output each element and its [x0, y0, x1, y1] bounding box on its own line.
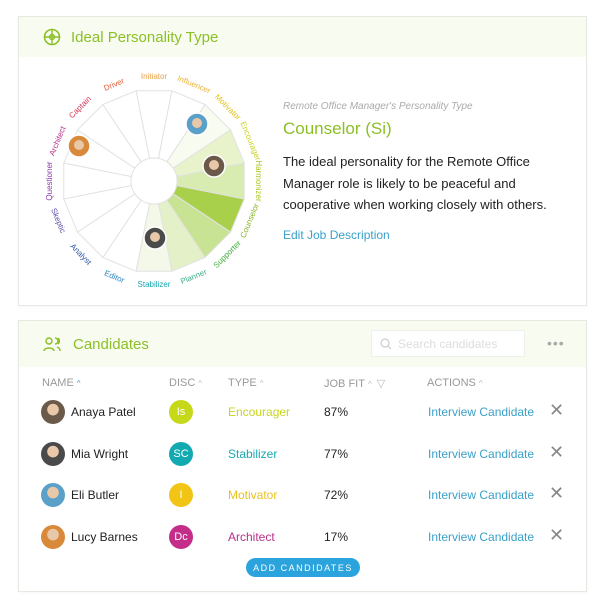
- candidate-name: Eli Butler: [71, 488, 120, 502]
- wheel-label: Questioner: [45, 161, 54, 200]
- search-icon: [380, 337, 392, 349]
- interview-candidate-link[interactable]: Interview Candidate: [428, 446, 535, 461]
- avatar: [41, 400, 65, 424]
- search-placeholder: Search candidates: [398, 336, 498, 351]
- personality-subtitle: Remote Office Manager's Personality Type: [283, 101, 473, 112]
- candidate-type: Motivator: [228, 488, 278, 502]
- candidates-card: Candidates Search candidates ••• NAME ^ D…: [18, 320, 587, 592]
- wheel-label: Driver: [102, 76, 125, 93]
- add-candidates-button[interactable]: ADD CANDIDATES: [246, 558, 360, 577]
- card-title: Candidates: [73, 335, 149, 353]
- wheel-label: Encourager: [238, 120, 262, 162]
- remove-candidate-icon[interactable]: ✕: [549, 483, 565, 503]
- avatar-face: [192, 118, 202, 128]
- wheel-label: Architect: [47, 124, 68, 157]
- column-header-type[interactable]: TYPE ^: [228, 377, 264, 389]
- wheel-center: [130, 157, 178, 205]
- avatar: [41, 441, 65, 466]
- wheel-label: Captain: [67, 94, 93, 120]
- avatar-face: [74, 140, 84, 150]
- candidate-type: Stabilizer: [228, 446, 278, 461]
- table-row: Mia Wright SC Stabilizer 77% Interview C…: [19, 439, 586, 469]
- users-icon: [43, 337, 61, 352]
- job-fit-value: 17%: [324, 529, 349, 544]
- table-row: Lucy Barnes Dc Architect 17% Interview C…: [19, 522, 586, 552]
- table-row: Eli Butler I Motivator 72% Interview Can…: [19, 480, 586, 510]
- disc-badge: I: [169, 483, 193, 507]
- candidate-name: Mia Wright: [71, 446, 129, 461]
- personality-description: The ideal personality for the Remote Off…: [283, 154, 547, 212]
- column-header-job-fit[interactable]: JOB FIT ^ ▽: [324, 378, 386, 390]
- ideal-personality-card: Ideal Personality Type Initiator Influenc…: [18, 16, 587, 306]
- avatar-face: [150, 232, 160, 242]
- candidate-name: Anaya Patel: [71, 405, 136, 419]
- remove-candidate-icon[interactable]: ✕: [549, 441, 565, 462]
- column-header-name[interactable]: NAME ^: [42, 377, 81, 389]
- wheel-label: Counselor: [239, 202, 261, 239]
- personality-wheel: Initiator InfluencerMotivatorEncouragerHa…: [45, 72, 263, 289]
- job-fit-value: 87%: [324, 405, 349, 419]
- candidate-type: Encourager: [228, 405, 291, 419]
- wheel-label: Influencer: [176, 74, 212, 96]
- candidate-type: Architect: [228, 529, 275, 544]
- column-header-actions[interactable]: ACTIONS ^: [427, 377, 483, 389]
- disc-badge: Dc: [169, 524, 193, 549]
- filter-icon[interactable]: ▽: [376, 378, 386, 390]
- remove-candidate-icon[interactable]: ✕: [549, 524, 565, 545]
- wheel-label: Analyst: [68, 242, 93, 267]
- avatar: [41, 524, 65, 549]
- card-header: Ideal Personality Type: [19, 17, 586, 57]
- table-row: Anaya Patel Is Encourager 87% Interview …: [19, 397, 586, 427]
- interview-candidate-link[interactable]: Interview Candidate: [428, 405, 535, 419]
- more-options-button[interactable]: •••: [547, 335, 565, 351]
- wheel-label: Skeptic: [49, 207, 67, 235]
- wheel-label: Stabilizer: [138, 280, 171, 289]
- target-icon: [43, 28, 61, 46]
- avatar-face: [209, 160, 219, 170]
- job-fit-value: 72%: [324, 488, 349, 502]
- card-title: Ideal Personality Type: [71, 28, 219, 46]
- disc-badge: Is: [169, 400, 193, 424]
- disc-badge: SC: [169, 441, 193, 466]
- wheel-label: Initiator: [141, 72, 168, 81]
- edit-job-description-link[interactable]: Edit Job Description: [283, 228, 390, 242]
- interview-candidate-link[interactable]: Interview Candidate: [428, 488, 535, 502]
- interview-candidate-link[interactable]: Interview Candidate: [428, 529, 535, 544]
- column-header-disc[interactable]: DISC ^: [169, 377, 203, 389]
- remove-candidate-icon[interactable]: ✕: [549, 400, 565, 420]
- avatar: [41, 483, 65, 507]
- job-fit-value: 77%: [324, 446, 349, 461]
- search-input[interactable]: Search candidates: [371, 330, 525, 357]
- candidate-name: Lucy Barnes: [71, 529, 138, 544]
- wheel-label: Planner: [179, 267, 208, 286]
- wheel-label: Editor: [103, 269, 126, 285]
- wheel-label: Harmonizer: [254, 160, 263, 202]
- personality-type: Counselor (Si): [283, 119, 392, 138]
